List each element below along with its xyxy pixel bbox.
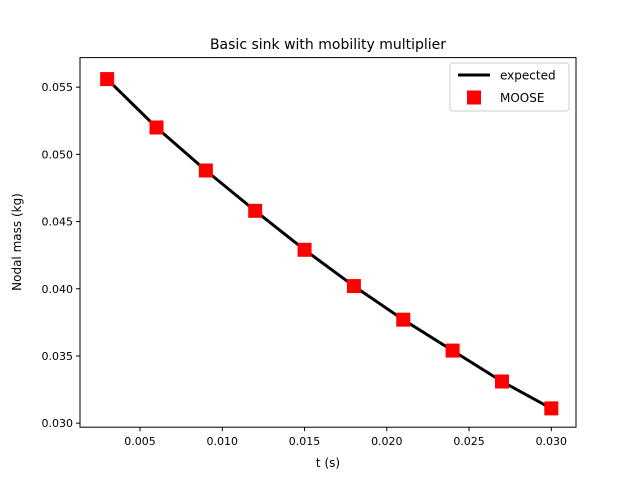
moose-data-point bbox=[544, 401, 559, 416]
x-tick-label: 0.025 bbox=[453, 435, 485, 448]
x-tick-label: 0.005 bbox=[124, 435, 156, 448]
y-tick-label: 0.030 bbox=[42, 417, 74, 430]
y-tick-label: 0.040 bbox=[42, 283, 74, 296]
y-tick-label: 0.050 bbox=[42, 148, 74, 161]
y-tick-label: 0.045 bbox=[42, 216, 74, 229]
expected-line bbox=[106, 78, 553, 410]
legend-label-expected: expected bbox=[500, 69, 556, 83]
moose-data-point bbox=[248, 203, 263, 218]
x-tick-label: 0.030 bbox=[536, 435, 568, 448]
chart-title: Basic sink with mobility multiplier bbox=[210, 37, 446, 53]
x-axis-label: t (s) bbox=[316, 456, 340, 470]
plot-area bbox=[100, 72, 559, 416]
y-axis-ticks: 0.030 0.035 0.040 0.045 0.050 0.055 bbox=[42, 81, 80, 430]
moose-data-point bbox=[149, 120, 164, 135]
y-tick-label: 0.035 bbox=[42, 350, 74, 363]
x-axis-ticks: 0.005 0.010 0.015 0.020 0.025 0.030 bbox=[124, 427, 567, 448]
x-tick-label: 0.015 bbox=[289, 435, 321, 448]
moose-data-point bbox=[198, 163, 213, 178]
moose-data-point bbox=[494, 374, 509, 389]
moose-data-point bbox=[346, 279, 361, 294]
legend-label-moose: MOOSE bbox=[500, 91, 544, 105]
moose-data-point bbox=[100, 72, 115, 87]
y-axis-label: Nodal mass (kg) bbox=[10, 193, 24, 291]
axes-frame bbox=[79, 57, 577, 428]
legend: expected MOOSE bbox=[449, 62, 570, 112]
moose-data-point bbox=[396, 312, 411, 327]
moose-data-point bbox=[445, 343, 460, 358]
y-tick-label: 0.055 bbox=[42, 81, 74, 94]
moose-data-point bbox=[297, 242, 312, 257]
x-tick-label: 0.010 bbox=[207, 435, 239, 448]
legend-square-marker-icon bbox=[467, 90, 481, 105]
x-tick-label: 0.020 bbox=[371, 435, 403, 448]
